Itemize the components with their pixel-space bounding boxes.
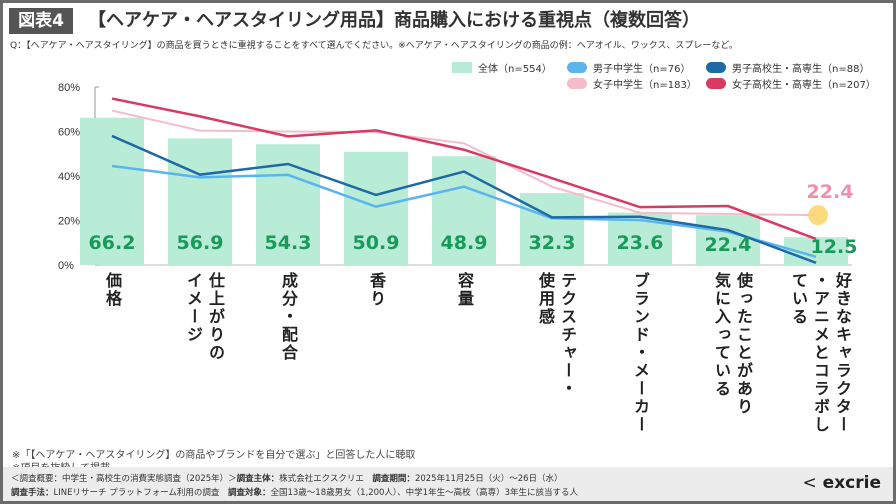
bar bbox=[80, 117, 144, 265]
label: 調査期間： bbox=[372, 474, 415, 484]
bar-value-label: 66.2 bbox=[89, 232, 136, 254]
line-series bbox=[111, 164, 817, 258]
legend-item-male-middle: 男子中学生（n=76） bbox=[567, 60, 690, 75]
bar bbox=[432, 156, 496, 265]
value: 株式会社エクスクリエ bbox=[279, 474, 364, 484]
bar bbox=[344, 151, 408, 265]
category-label: 好きなキャラクター ・アニメとコラボし ている bbox=[789, 272, 852, 434]
y-tick-label: 20% bbox=[58, 216, 80, 228]
footer: ＜調査概要：中学生・高校生の消費実態調査（2025年）＞調査主体：株式会社エクス… bbox=[3, 467, 893, 501]
value: 全国13歳～18歳男女（1,200人）、中学1年生～高校（高専）3年生に該当する… bbox=[270, 488, 579, 498]
legend-item-total: 全体（n=554） bbox=[452, 60, 552, 75]
bar-value-label: 54.3 bbox=[265, 232, 312, 254]
y-tick-label: 60% bbox=[58, 127, 80, 139]
bar-value-label: 23.6 bbox=[617, 232, 664, 254]
legend-swatch bbox=[706, 78, 726, 89]
category-label: 香り bbox=[367, 272, 386, 308]
question-text: Q：【ヘアケア・ヘアスタイリング】の商品を買うときに重視することをすべて選んでく… bbox=[10, 41, 738, 51]
bar-value-label: 50.9 bbox=[353, 232, 400, 254]
bar bbox=[696, 215, 760, 265]
highlight-label: 22.4 bbox=[807, 181, 854, 203]
category-label: ブランド・メーカー bbox=[631, 272, 650, 434]
y-tick-label: 40% bbox=[58, 171, 80, 183]
bar-value-label: 22.4 bbox=[705, 234, 752, 256]
value: LINEリサーチ プラットフォーム利用の調査 bbox=[53, 488, 220, 498]
legend-label: 全体（n=554） bbox=[478, 64, 552, 75]
excrie-logo: < excrie bbox=[802, 473, 882, 493]
figure-badge: 図表4 bbox=[9, 8, 73, 34]
category-label: テクスチャー・ 使用感 bbox=[536, 272, 577, 398]
label: 調査手法： bbox=[11, 488, 54, 498]
line-series bbox=[111, 134, 817, 264]
legend-swatch bbox=[452, 62, 472, 73]
y-tick-label: 0% bbox=[58, 260, 74, 272]
survey-overview: ＜調査概要：中学生・高校生の消費実態調査（2025年）＞ bbox=[11, 474, 237, 484]
bar-value-label: 48.9 bbox=[441, 232, 488, 254]
value: 2025年11月25日（火）～26日（水） bbox=[414, 474, 563, 484]
highlight-marker bbox=[808, 205, 828, 226]
label: 調査対象： bbox=[227, 488, 271, 498]
category-label: 使ったことがあり 気に入っている bbox=[712, 272, 753, 416]
legend-label: 女子高校生・高専生（n=207） bbox=[732, 80, 876, 91]
line-series bbox=[111, 109, 817, 217]
legend-label: 男子高校生・高専生（n=88） bbox=[732, 64, 870, 75]
legend-label: 女子中学生（n=183） bbox=[593, 80, 697, 91]
line-series bbox=[111, 97, 817, 241]
label: 調査主体： bbox=[236, 474, 280, 484]
footer-line-2: 調査手法：LINEリサーチ プラットフォーム利用の調査 調査対象：全国13歳～1… bbox=[11, 486, 578, 498]
legend-swatch bbox=[706, 62, 726, 73]
note-1: ※「【ヘアケア・ヘアスタイリング】の商品やブランドを自分で選ぶ」と回答した人に聴… bbox=[12, 450, 416, 461]
category-label: 容量 bbox=[455, 272, 474, 308]
bar-value-label: 32.3 bbox=[529, 232, 576, 254]
category-label: 仕上がりの イメージ bbox=[184, 272, 225, 362]
y-tick-label: 80% bbox=[58, 82, 80, 94]
legend-item-male-high: 男子高校生・高専生（n=88） bbox=[706, 60, 869, 75]
legend-item-female-middle: 女子中学生（n=183） bbox=[567, 76, 697, 91]
footer-line-1: ＜調査概要：中学生・高校生の消費実態調査（2025年）＞調査主体：株式会社エクス… bbox=[11, 472, 563, 484]
legend-swatch bbox=[567, 78, 587, 89]
bar bbox=[168, 138, 232, 265]
bar-value-label: 56.9 bbox=[177, 232, 224, 254]
bar-value-label: 12.5 bbox=[811, 236, 858, 258]
legend-item-female-high: 女子高校生・高専生（n=207） bbox=[706, 76, 876, 91]
page-title: 【ヘアケア・ヘアスタイリング用品】商品購入における重視点（複数回答） bbox=[88, 10, 700, 31]
category-label: 価格 bbox=[103, 272, 122, 308]
category-label: 成分・配合 bbox=[279, 272, 298, 362]
legend-swatch bbox=[567, 62, 587, 73]
legend-label: 男子中学生（n=76） bbox=[593, 64, 691, 75]
bar bbox=[520, 193, 584, 265]
logo-text: excrie bbox=[822, 473, 881, 493]
